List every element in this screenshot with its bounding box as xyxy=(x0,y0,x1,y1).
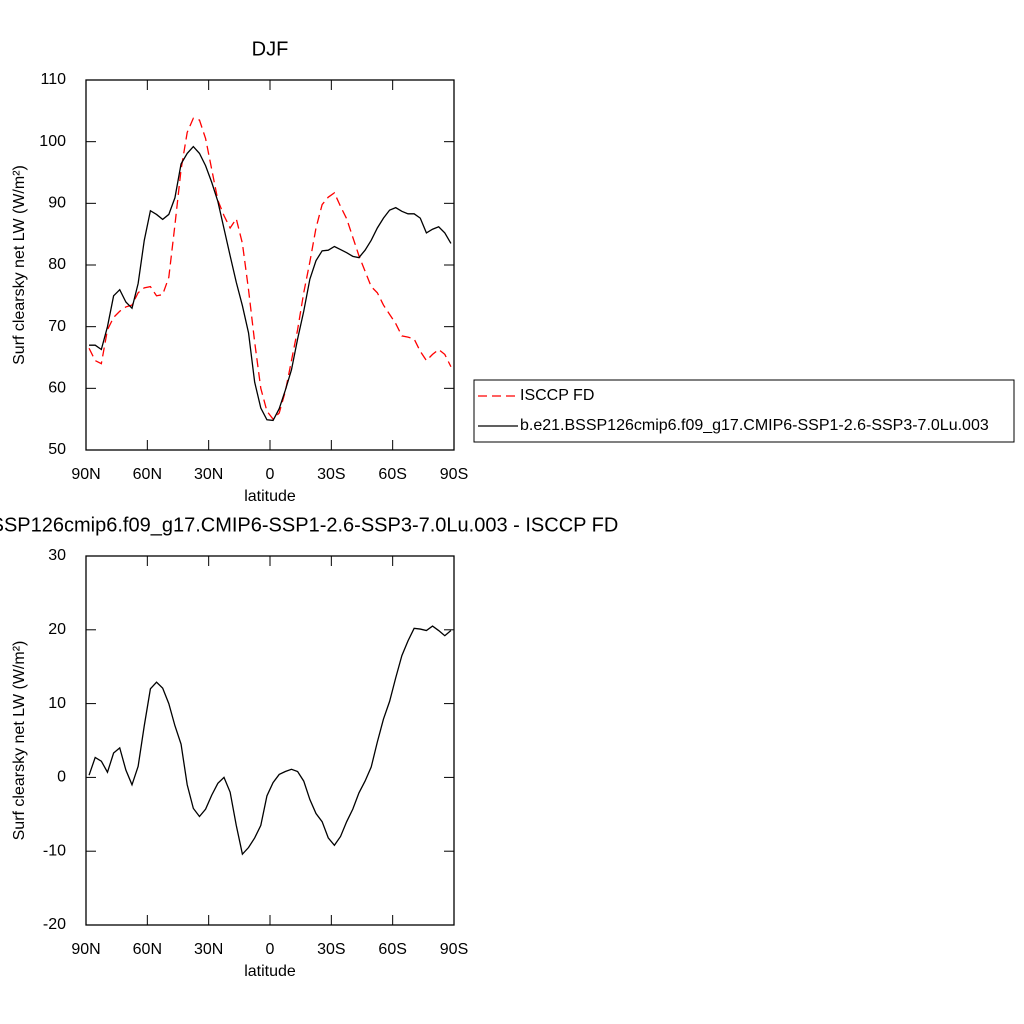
y-tick-label: 100 xyxy=(39,133,66,150)
x-axis-label: latitude xyxy=(244,488,296,505)
y-tick-label: 90 xyxy=(48,195,66,212)
x-tick-label: 90S xyxy=(440,941,468,958)
y-axis-label: Surf clearsky net LW (W/m²) xyxy=(11,641,28,841)
y-tick-label: 20 xyxy=(48,621,66,638)
x-tick-label: 90N xyxy=(71,466,100,483)
y-tick-label: -10 xyxy=(43,842,66,859)
chart-title: b.e21.BSSP126cmip6.f09_g17.CMIP6-SSP1-2.… xyxy=(0,514,618,536)
legend-label: b.e21.BSSP126cmip6.f09_g17.CMIP6-SSP1-2.… xyxy=(520,417,989,434)
y-tick-label: 110 xyxy=(40,71,66,88)
data-line xyxy=(89,145,452,422)
x-tick-label: 90S xyxy=(440,466,468,483)
y-axis-label: Surf clearsky net LW (W/m²) xyxy=(11,165,28,365)
x-tick-label: 60N xyxy=(133,941,162,958)
plot-frame xyxy=(85,555,455,926)
x-axis-label: latitude xyxy=(244,963,296,980)
x-tick-label: 0 xyxy=(266,466,275,483)
x-tick-label: 90N xyxy=(71,941,100,958)
y-tick-label: -20 xyxy=(43,916,66,933)
y-tick-label: 80 xyxy=(48,256,66,273)
x-tick-label: 30S xyxy=(317,466,345,483)
x-tick-label: 60S xyxy=(378,466,406,483)
x-tick-label: 0 xyxy=(266,941,275,958)
x-tick-label: 30N xyxy=(194,941,223,958)
legend-box xyxy=(473,379,1015,443)
chart-title: DJF xyxy=(252,38,289,60)
x-tick-label: 30N xyxy=(194,466,223,483)
data-line xyxy=(88,117,452,421)
y-tick-label: 50 xyxy=(48,441,66,458)
x-tick-label: 60N xyxy=(133,466,162,483)
y-tick-label: 30 xyxy=(48,547,66,564)
y-tick-label: 0 xyxy=(57,769,66,786)
y-tick-label: 10 xyxy=(48,695,66,712)
x-tick-label: 30S xyxy=(317,941,345,958)
x-tick-label: 60S xyxy=(378,941,406,958)
data-line xyxy=(88,625,452,856)
legend-label: ISCCP FD xyxy=(520,387,594,404)
plot-frame xyxy=(85,79,455,451)
y-tick-label: 60 xyxy=(48,380,66,397)
y-tick-label: 70 xyxy=(48,318,66,335)
